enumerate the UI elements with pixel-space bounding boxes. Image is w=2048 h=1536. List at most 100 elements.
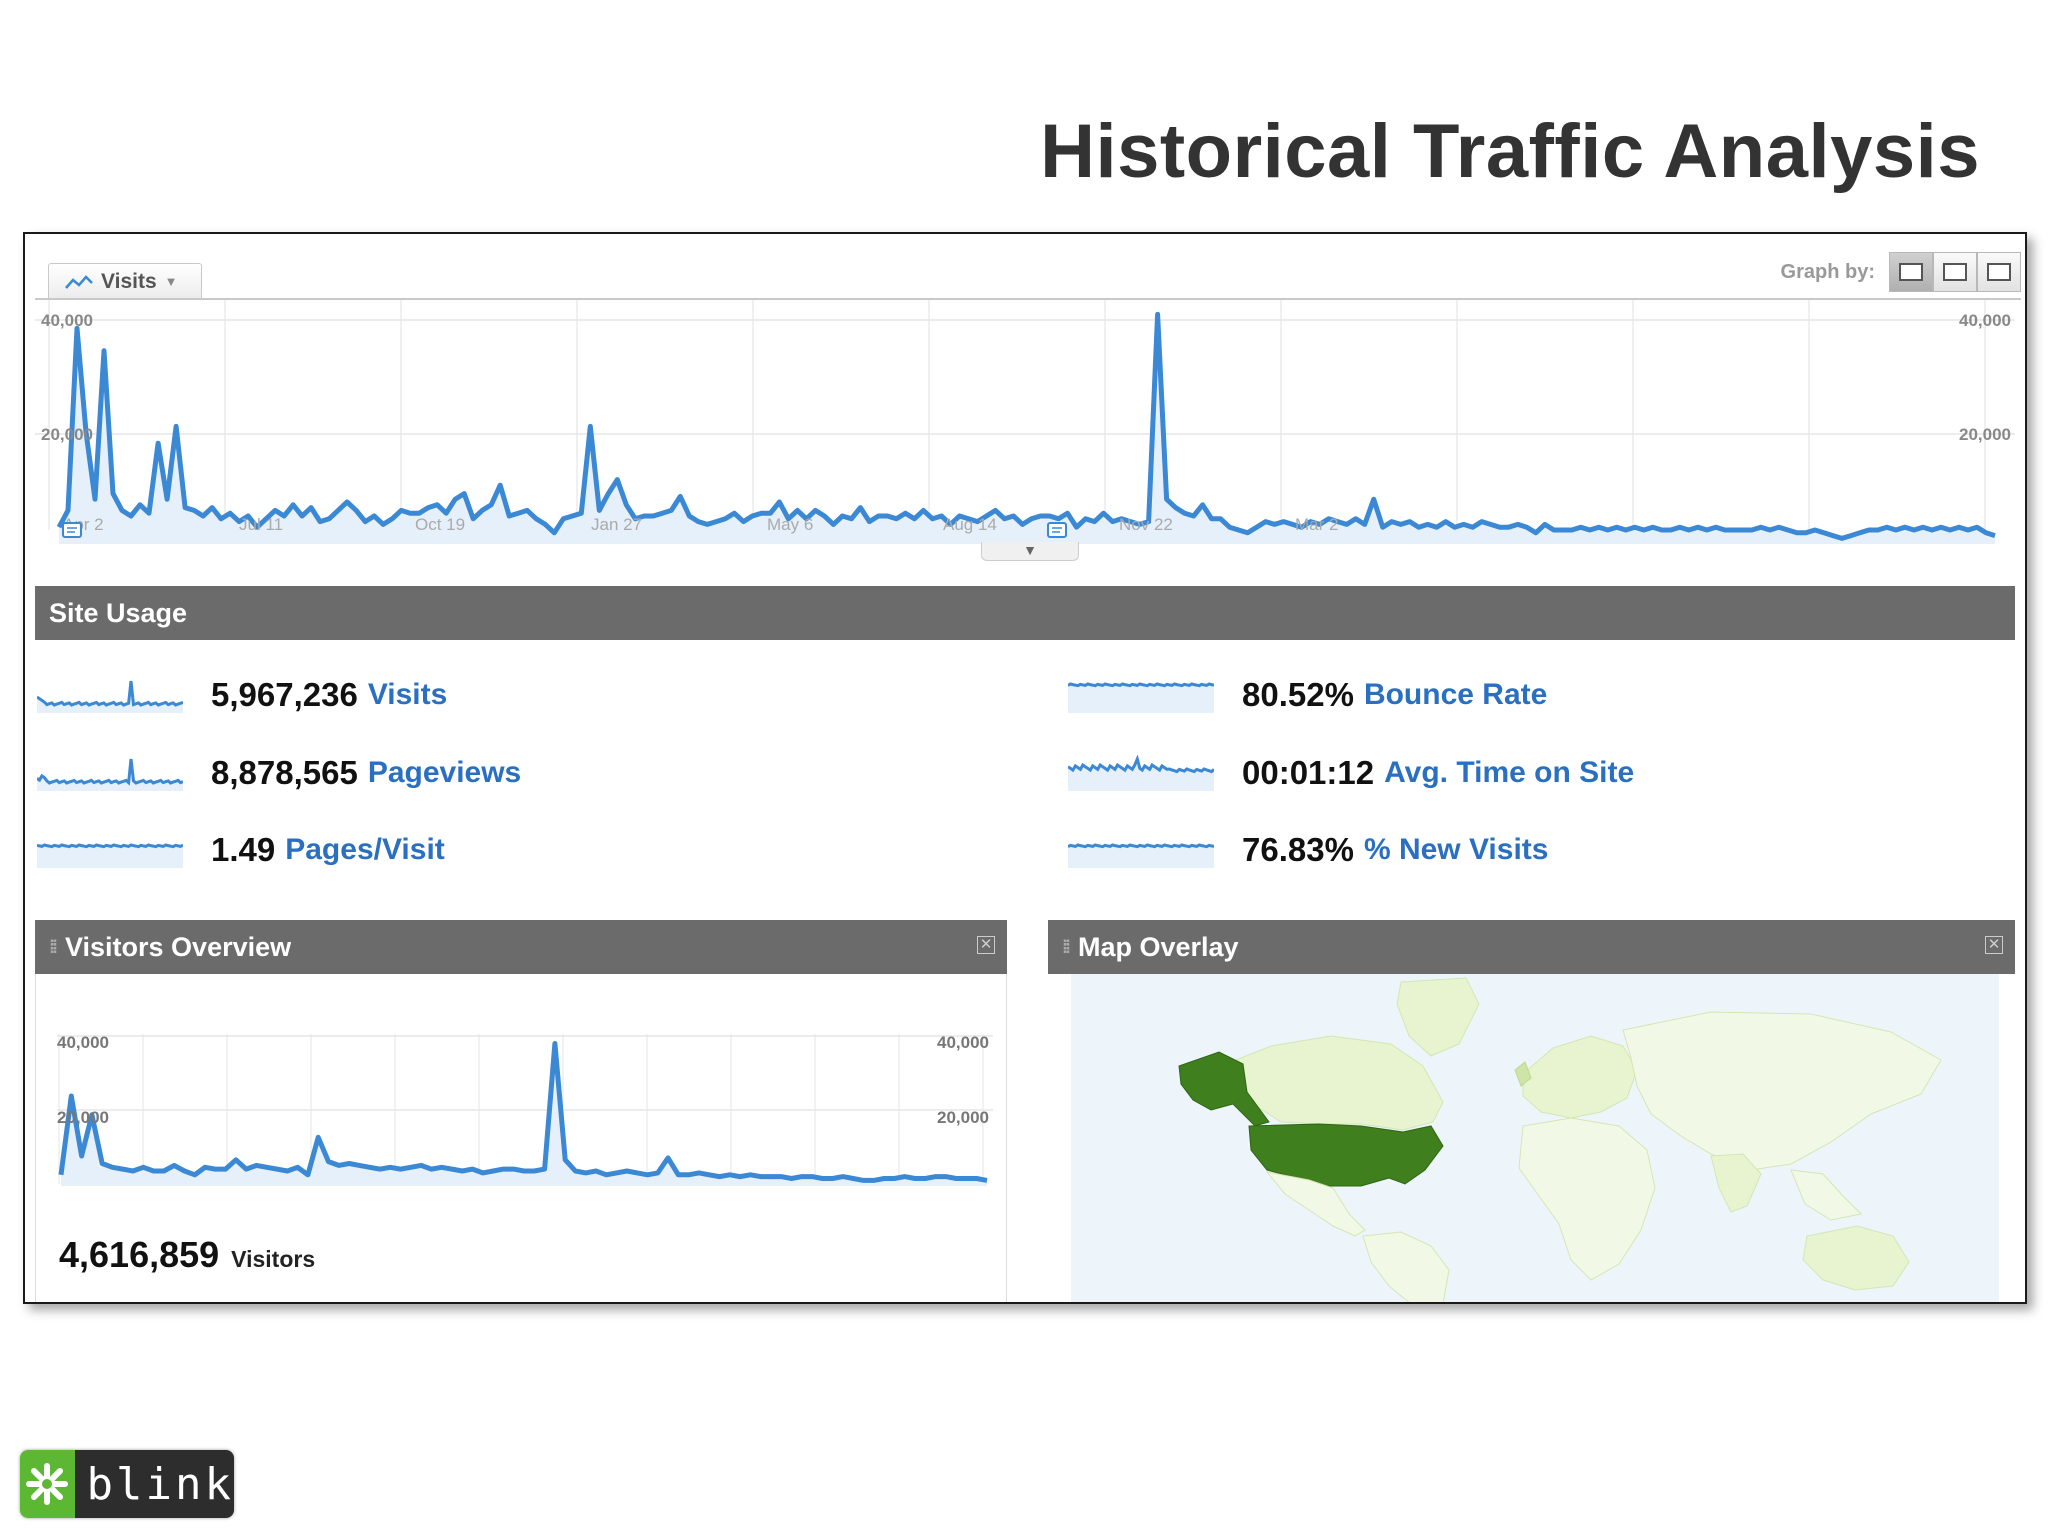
metric-new-visits: 76.83% % New Visits	[1068, 827, 1548, 873]
metric-value: 5,967,236	[211, 676, 358, 713]
y-axis-label-right-mid: 20,000	[1959, 425, 2011, 444]
y-axis-label-right-top: 40,000	[937, 1034, 989, 1052]
annotation-icon[interactable]	[1047, 522, 1067, 538]
graph-expand-toggle[interactable]: ▼	[981, 542, 1079, 561]
month-view-icon	[1987, 263, 2011, 281]
visitors-total-value: 4,616,859	[59, 1234, 220, 1275]
graph-by-label: Graph by:	[1780, 261, 1875, 283]
map-region-united-states[interactable]	[1248, 1123, 1444, 1187]
world-map[interactable]	[1071, 974, 1999, 1304]
map-region-africa[interactable]	[1518, 1117, 1656, 1281]
map-region-south-america[interactable]	[1362, 1231, 1450, 1304]
y-axis-label-left-mid: 20,000	[57, 1108, 109, 1127]
sparkline-line	[1068, 682, 1214, 688]
visitors-overview-title: Visitors Overview	[65, 931, 292, 962]
week-view-icon	[1943, 263, 1967, 281]
graph-by-week-button[interactable]	[1933, 252, 1977, 292]
y-axis-label-left-top: 40,000	[57, 1034, 109, 1052]
sparkline-line	[37, 680, 183, 707]
metric-avg-time: 00:01:12 Avg. Time on Site	[1068, 750, 1634, 796]
metric-value: 8,878,565	[211, 754, 358, 791]
map-region-australia[interactable]	[1802, 1225, 1910, 1291]
line-chart-icon	[65, 274, 93, 289]
sparkline-area	[1068, 759, 1214, 791]
visits-tab-label: Visits	[101, 269, 157, 293]
map-region-southeast-asia[interactable]	[1790, 1169, 1863, 1221]
metric-label-link[interactable]: Pages/Visit	[285, 833, 445, 866]
map-region-canada[interactable]	[1220, 1035, 1444, 1131]
y-axis-label-left-top: 40,000	[41, 311, 93, 330]
map-overlay-title: Map Overlay	[1078, 931, 1239, 962]
chevron-down-icon: ▼	[1023, 542, 1037, 558]
sparkline-line	[37, 758, 183, 786]
sparkline-area	[37, 681, 183, 713]
map-region-greenland[interactable]	[1396, 977, 1480, 1057]
analytics-screenshot: Visits ▼ Graph by: 40,000 20,000 40,000 …	[23, 232, 2027, 1304]
graph-by-buttons	[1889, 252, 2021, 292]
y-axis-label-left-mid: 20,000	[41, 425, 93, 444]
visits-metric-dropdown[interactable]: Visits ▼	[48, 263, 202, 299]
metric-label-link[interactable]: Visits	[367, 678, 448, 711]
x-axis-tick-label: Mar 2	[1295, 515, 1338, 534]
close-icon[interactable]: ✕	[1985, 936, 2003, 954]
sparkline-area	[1068, 845, 1214, 868]
visitors-total-label[interactable]: Visitors	[231, 1246, 316, 1272]
map-region-united-kingdom[interactable]	[1514, 1061, 1532, 1087]
sparkline-visits	[37, 680, 183, 713]
visits-line-chart: 40,000 20,000 40,000 20,000 Apr 2 Jul 11 O…	[35, 300, 2015, 544]
metric-bounce-rate: 80.52% Bounce Rate	[1068, 672, 1547, 718]
visitors-series-line	[58, 1041, 988, 1183]
y-axis-label-right-top: 40,000	[1959, 311, 2011, 330]
map-region-india[interactable]	[1710, 1153, 1762, 1213]
asterisk-logo-icon	[20, 1450, 75, 1518]
map-overlay-header[interactable]: ⁞⁞ Map Overlay ✕	[1048, 920, 2015, 974]
blink-logo: blink	[20, 1450, 234, 1518]
metric-value: 1.49	[211, 831, 276, 868]
sparkline-new-visits	[1068, 843, 1214, 868]
visitors-line-chart: 40,000 20,000 40,000 20,000	[57, 1034, 993, 1186]
annotation-icon[interactable]	[62, 522, 82, 538]
map-region-mexico[interactable]	[1265, 1171, 1366, 1237]
y-axis-label-right-mid: 20,000	[937, 1108, 989, 1127]
x-axis-tick-label: Jul 11	[239, 515, 283, 534]
drag-handle-icon[interactable]: ⁞⁞	[49, 936, 58, 957]
x-axis-tick-label: Nov 22	[1119, 515, 1173, 534]
map-region-europe[interactable]	[1522, 1035, 1638, 1119]
logo-text: blink	[74, 1450, 234, 1518]
sparkline-avg-time	[1068, 755, 1214, 791]
metric-value: 00:01:12	[1242, 754, 1375, 791]
graph-by-day-button[interactable]	[1889, 252, 1933, 292]
tab-divider	[35, 298, 2021, 300]
sparkline-line	[37, 843, 183, 849]
x-axis-tick-label: Aug 14	[943, 515, 997, 534]
sparkline-area	[37, 759, 183, 791]
map-region-asia[interactable]	[1622, 1011, 1942, 1171]
metric-label-link[interactable]: Bounce Rate	[1363, 678, 1548, 711]
metric-pageviews: 8,878,565 Pageviews	[37, 750, 521, 796]
metric-pages-per-visit: 1.49 Pages/Visit	[37, 827, 445, 873]
visits-series-line	[56, 311, 1996, 541]
visitors-overview-header[interactable]: ⁞⁞ Visitors Overview ✕	[35, 920, 1007, 974]
visitors-total: 4,616,859 Visitors	[59, 1234, 315, 1276]
visitors-overview-body	[35, 974, 1007, 1302]
drag-handle-icon[interactable]: ⁞⁞	[1062, 936, 1071, 957]
sparkline-line	[1068, 843, 1214, 849]
sparkline-line	[1068, 755, 1214, 774]
chevron-down-icon: ▼	[164, 274, 178, 289]
sparkline-pages-per-visit	[37, 843, 183, 868]
metric-label-link[interactable]: Avg. Time on Site	[1384, 756, 1635, 789]
metric-label-link[interactable]: Pageviews	[367, 756, 522, 789]
x-axis-tick-label: May 6	[767, 515, 813, 534]
site-usage-header: Site Usage	[35, 586, 2015, 640]
graph-by-month-button[interactable]	[1977, 252, 2021, 292]
x-axis-tick-label: Oct 19	[415, 515, 465, 534]
close-icon[interactable]: ✕	[977, 936, 995, 954]
metric-label-link[interactable]: % New Visits	[1363, 833, 1549, 866]
sparkline-area	[1068, 684, 1214, 713]
sparkline-area	[37, 845, 183, 868]
sparkline-bounce-rate	[1068, 682, 1214, 713]
sparkline-pageviews	[37, 758, 183, 791]
visits-area	[59, 314, 1995, 544]
slide-title: Historical Traffic Analysis	[1040, 109, 1980, 194]
metric-value: 80.52%	[1242, 676, 1354, 713]
